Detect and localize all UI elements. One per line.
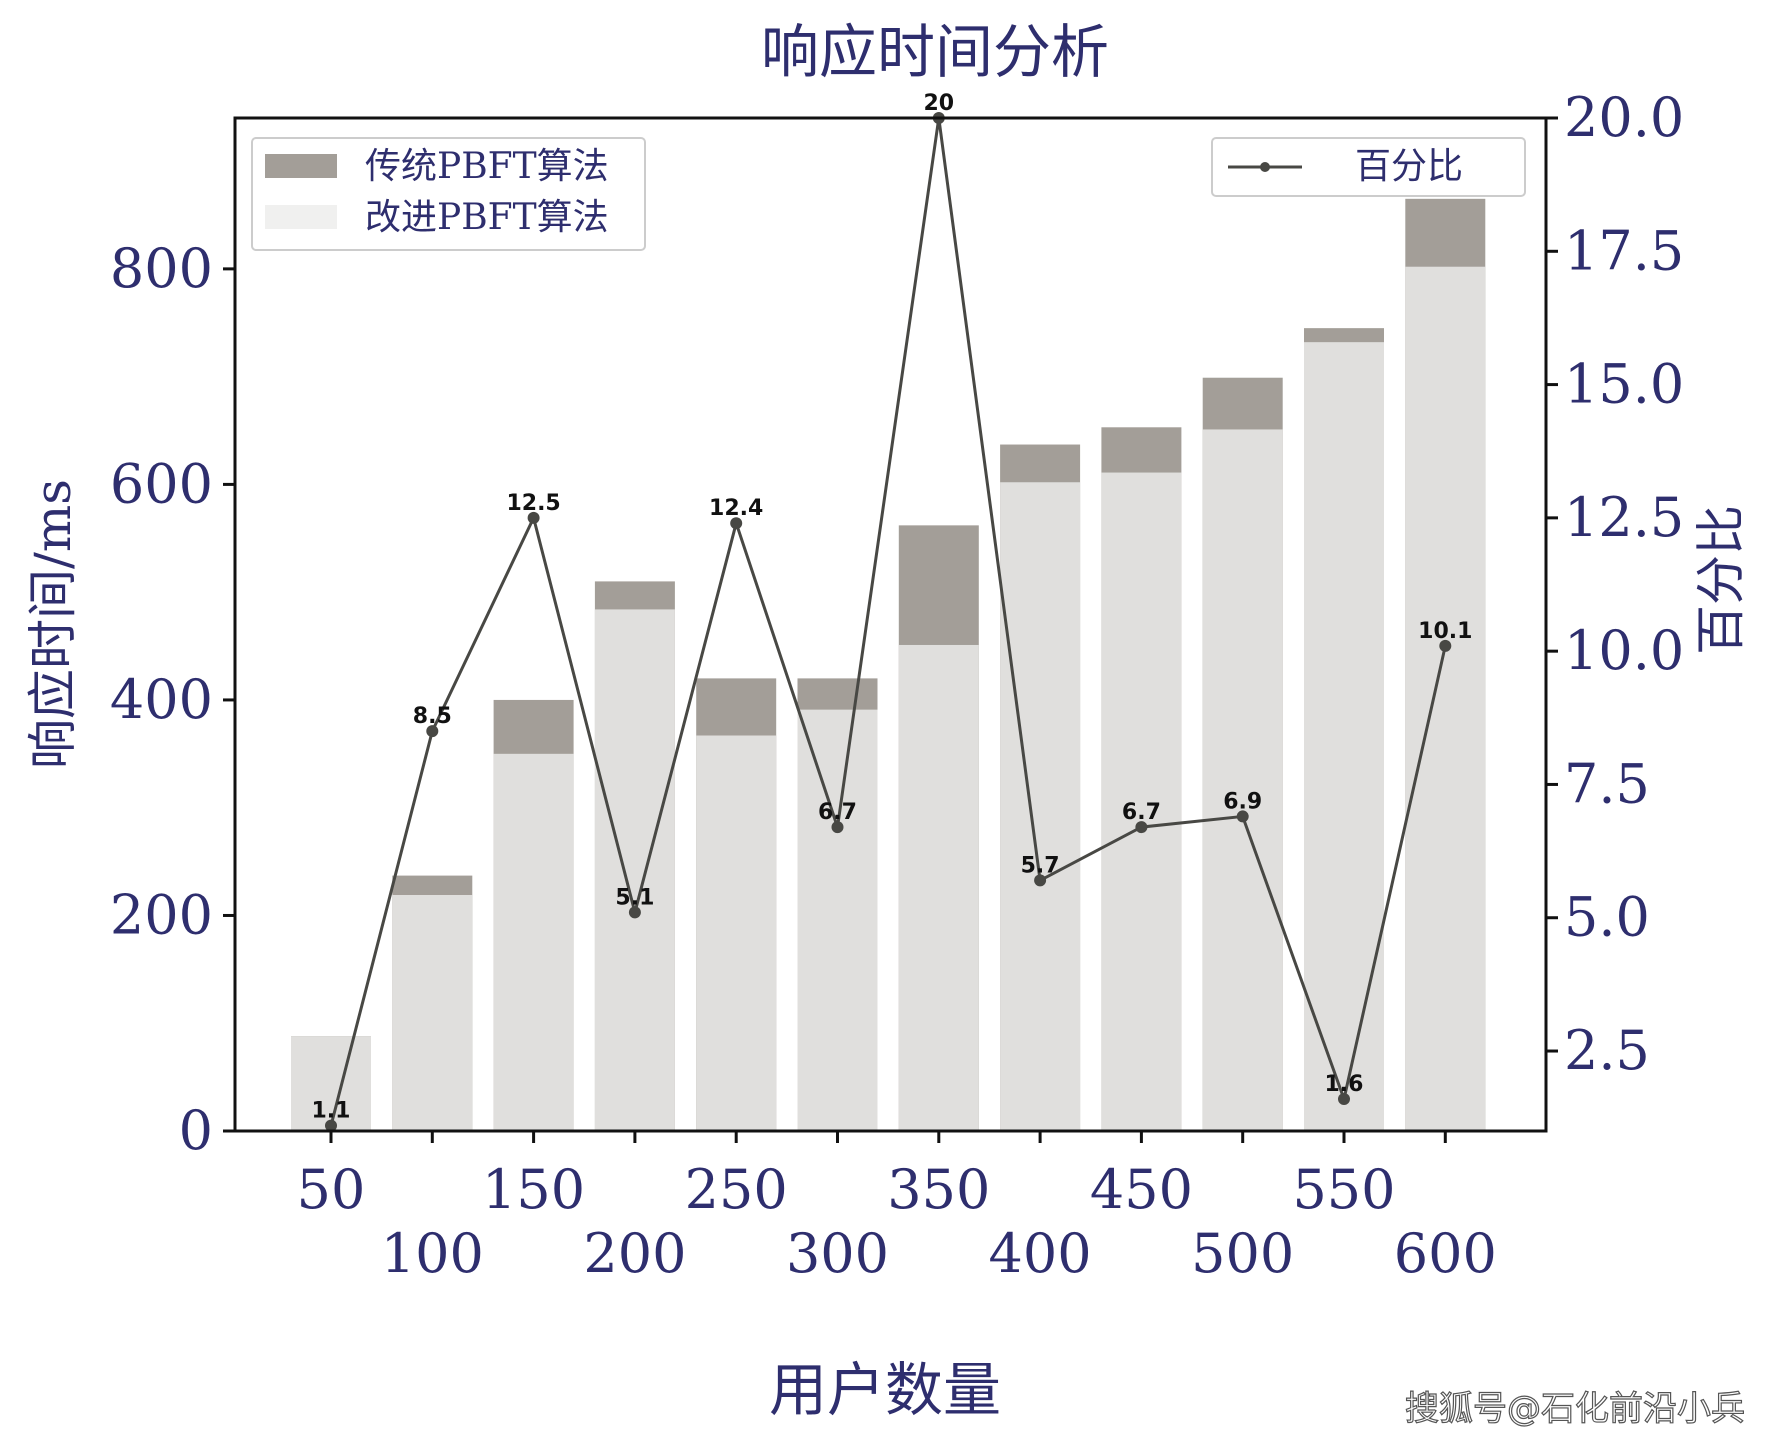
legend-swatch-traditional [265, 154, 337, 178]
y-tick-label-600: 600 [110, 452, 213, 515]
percent-data-label-500: 6.9 [1223, 789, 1262, 814]
bar-improved-150 [493, 753, 574, 1131]
percent-data-label-250: 12.4 [709, 496, 763, 521]
x-tick-label-50: 50 [297, 1158, 366, 1221]
percent-point-450 [1135, 821, 1148, 834]
ticks-group: 0 200 400 600 800 2.5 5.0 7.5 10.0 12.5 15.0 17.5 20… [110, 86, 1684, 1285]
y2-tick-label-15.0: 15.0 [1564, 353, 1684, 416]
x-tick-label-150: 150 [482, 1158, 585, 1221]
percent-point-50 [325, 1119, 337, 1132]
y-axis-label: 响应时间/ms [24, 479, 82, 769]
percent-line-group: 1.1 8.5 12.5 5.1 12.4 6.7 20 5.7 6.7 6.9 1.6 10.1 [312, 91, 1472, 1132]
y2-tick-label-2.5: 2.5 [1564, 1019, 1650, 1082]
percent-point-600 [1439, 639, 1452, 652]
legend-left-box [251, 137, 646, 251]
percent-data-label-200: 5.1 [615, 885, 654, 910]
legend-right-box [1211, 137, 1526, 197]
labels-group: 响应时间分析 用户数量 响应时间/ms 百分比 搜狐号@石化前沿小兵 [24, 18, 1750, 1430]
x-tick-label-200: 200 [583, 1222, 686, 1285]
percent-data-label-50: 1.1 [312, 1099, 351, 1124]
x-tick-label-250: 250 [685, 1158, 788, 1221]
percent-data-label-100: 8.5 [413, 704, 452, 729]
legend-label-percent: 百分比 [1355, 146, 1463, 187]
x-tick-label-450: 450 [1090, 1158, 1193, 1221]
x-tick-label-500: 500 [1191, 1222, 1294, 1285]
legend-swatch-improved [265, 205, 337, 229]
chart-title: 响应时间分析 [761, 18, 1109, 86]
bar-improved-550 [1304, 342, 1384, 1131]
legend-left: 传统PBFT算法 改进PBFT算法 [251, 137, 646, 251]
percent-point-200 [628, 906, 641, 919]
legend-marker-percent [1260, 162, 1270, 172]
axes-group [233, 116, 1548, 1133]
bar-improved-450 [1101, 472, 1182, 1131]
legend-label-traditional: 传统PBFT算法 [365, 146, 609, 187]
bar-improved-300 [797, 709, 878, 1131]
bar-improved-400 [1000, 482, 1081, 1132]
x-tick-label-350: 350 [887, 1158, 990, 1221]
x-tick-label-600: 600 [1394, 1222, 1497, 1285]
watermark: 搜狐号@石化前沿小兵 [1405, 1389, 1745, 1429]
x-tick-label-550: 550 [1292, 1158, 1395, 1221]
percent-data-label-300: 6.7 [818, 800, 857, 825]
percent-data-label-450: 6.7 [1122, 800, 1161, 825]
y2-tick-label-7.5: 7.5 [1564, 752, 1650, 815]
bar-improved-250 [696, 735, 777, 1131]
percent-point-500 [1236, 810, 1249, 823]
bar-improved-50 [291, 1036, 371, 1131]
bars-group [291, 198, 1486, 1132]
x-tick-label-300: 300 [786, 1222, 889, 1285]
y2-tick-label-12.5: 12.5 [1564, 486, 1684, 549]
plot-frame [233, 116, 1548, 1133]
legend-right: 百分比 [1211, 137, 1526, 197]
percent-point-150 [527, 511, 540, 524]
percent-line [329, 117, 1447, 1127]
bar-improved-200 [594, 609, 675, 1131]
percent-point-300 [831, 821, 844, 834]
percent-data-label-550: 1.6 [1325, 1072, 1364, 1097]
legend-label-improved: 改进PBFT算法 [365, 197, 609, 238]
x-tick-label-100: 100 [381, 1222, 484, 1285]
percent-data-label-350: 20 [923, 91, 954, 116]
y2-axis-label: 百分比 [1692, 505, 1750, 655]
percent-data-label-400: 5.7 [1021, 853, 1060, 878]
percent-data-label-150: 12.5 [506, 491, 560, 516]
percent-point-550 [1338, 1093, 1350, 1106]
bar-improved-600 [1405, 266, 1486, 1131]
percent-point-400 [1034, 874, 1047, 887]
y-tick-label-800: 800 [110, 237, 213, 300]
percent-point-250 [730, 517, 743, 530]
y2-tick-label-17.5: 17.5 [1564, 219, 1684, 282]
bar-improved-350 [898, 644, 979, 1131]
y2-tick-label-20.0: 20.0 [1564, 86, 1684, 149]
y-tick-label-0: 0 [179, 1099, 213, 1162]
percent-data-label-600: 10.1 [1418, 619, 1472, 644]
y-tick-label-400: 400 [110, 668, 213, 731]
y-tick-label-200: 200 [110, 883, 213, 946]
y2-tick-label-5.0: 5.0 [1564, 886, 1650, 949]
bar-improved-100 [392, 894, 473, 1131]
x-tick-label-400: 400 [989, 1222, 1092, 1285]
percent-point-100 [426, 725, 439, 738]
y2-tick-label-10.0: 10.0 [1564, 619, 1684, 682]
bar-improved-500 [1202, 429, 1283, 1131]
x-axis-label: 用户数量 [769, 1356, 1001, 1424]
